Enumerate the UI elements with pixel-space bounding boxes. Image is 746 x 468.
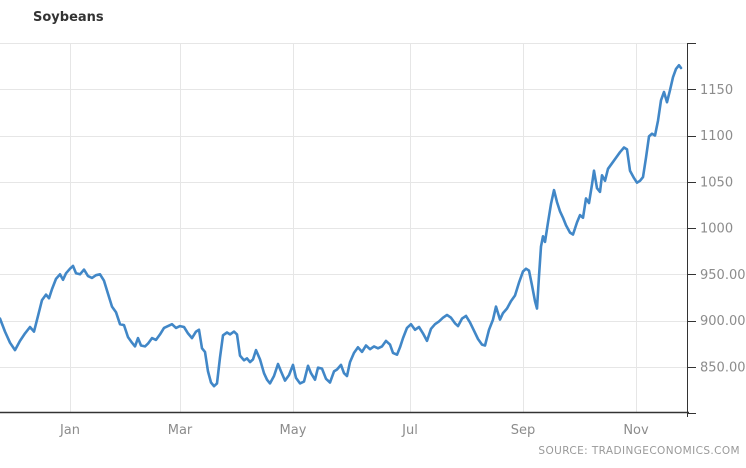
source-credit: SOURCE: TRADINGECONOMICS.COM [538, 445, 740, 457]
x-axis-label: May [280, 423, 307, 438]
x-axis-label: Jul [401, 423, 418, 438]
y-axis-label: 900.00 [700, 314, 746, 329]
y-axis-label: 950.00 [700, 268, 746, 283]
y-axis-label: 1050 [700, 175, 733, 190]
y-axis-label: 850.00 [700, 360, 746, 375]
x-axis-label: Nov [623, 423, 649, 438]
x-axis-label: Mar [168, 423, 193, 438]
y-axis-label: 1150 [700, 83, 733, 98]
chart-title: Soybeans [33, 10, 104, 25]
price-line-series [0, 63, 683, 388]
y-axis-label: 1100 [700, 129, 733, 144]
x-axis-label: Jan [59, 423, 80, 438]
y-axis-label: 1000 [700, 222, 733, 237]
x-axis-label: Sep [511, 423, 536, 438]
